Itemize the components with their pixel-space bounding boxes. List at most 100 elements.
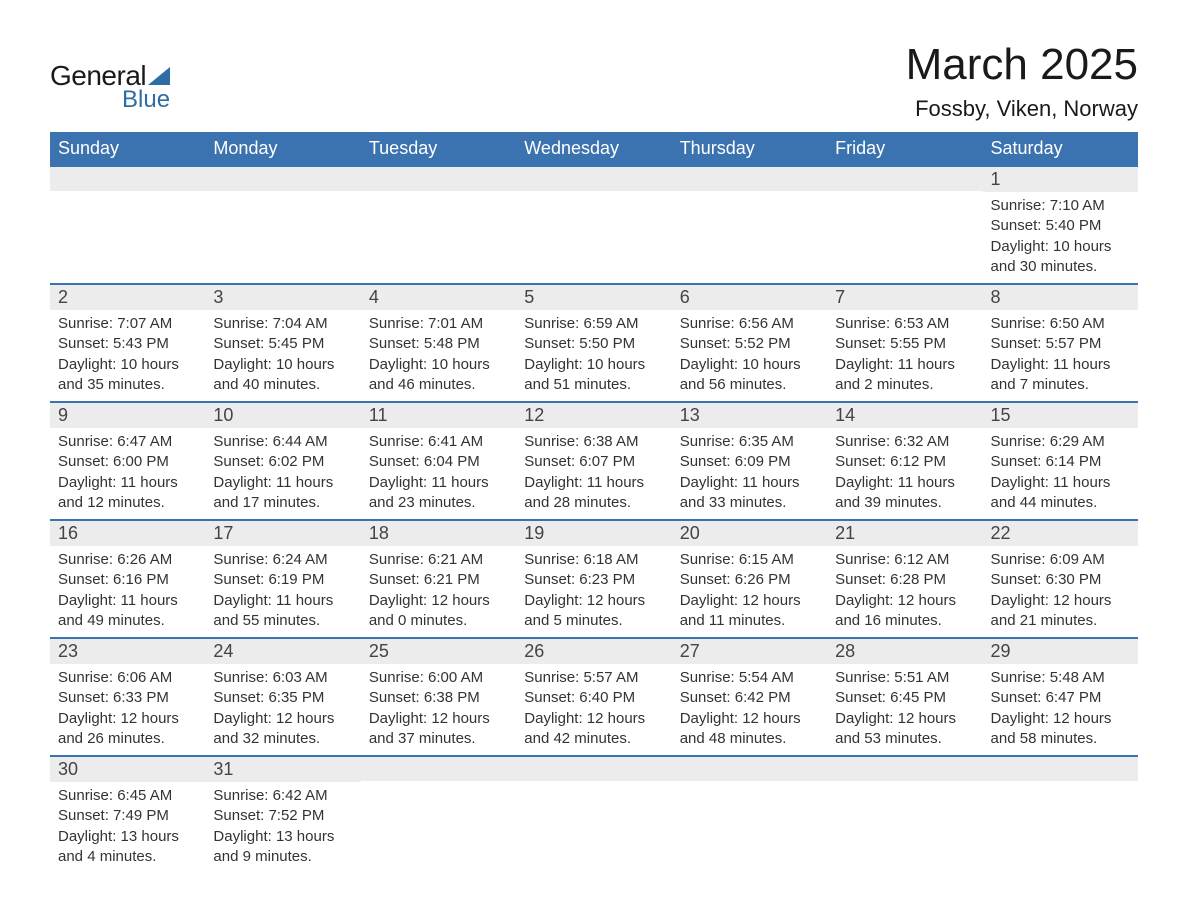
sunrise-text: Sunrise: 6:18 AM <box>524 550 663 570</box>
calendar-day-cell: 6Sunrise: 6:56 AMSunset: 5:52 PMDaylight… <box>672 284 827 402</box>
sunset-text: Sunset: 6:42 PM <box>680 688 819 708</box>
daylight-line2: and 33 minutes. <box>680 493 819 513</box>
empty-day-body <box>516 781 671 859</box>
daylight-line2: and 28 minutes. <box>524 493 663 513</box>
daylight-line1: Daylight: 12 hours <box>524 591 663 611</box>
daylight-line1: Daylight: 11 hours <box>213 473 352 493</box>
sunrise-text: Sunrise: 7:07 AM <box>58 314 197 334</box>
calendar-day-cell: 18Sunrise: 6:21 AMSunset: 6:21 PMDayligh… <box>361 520 516 638</box>
sunrise-text: Sunrise: 6:41 AM <box>369 432 508 452</box>
day-number: 15 <box>983 403 1138 428</box>
sunset-text: Sunset: 6:12 PM <box>835 452 974 472</box>
calendar-week-row: 30Sunrise: 6:45 AMSunset: 7:49 PMDayligh… <box>50 756 1138 873</box>
dayhead-monday: Monday <box>205 132 360 166</box>
day-number: 17 <box>205 521 360 546</box>
empty-day-bar <box>983 757 1138 781</box>
sunset-text: Sunset: 6:40 PM <box>524 688 663 708</box>
sunrise-text: Sunrise: 6:42 AM <box>213 786 352 806</box>
calendar-day-cell: 2Sunrise: 7:07 AMSunset: 5:43 PMDaylight… <box>50 284 205 402</box>
daylight-line2: and 42 minutes. <box>524 729 663 749</box>
empty-day-bar <box>672 757 827 781</box>
sunrise-text: Sunrise: 6:35 AM <box>680 432 819 452</box>
sunrise-text: Sunrise: 6:38 AM <box>524 432 663 452</box>
day-details: Sunrise: 5:48 AMSunset: 6:47 PMDaylight:… <box>983 664 1138 755</box>
daylight-line2: and 32 minutes. <box>213 729 352 749</box>
empty-day-body <box>672 191 827 269</box>
empty-day-body <box>827 191 982 269</box>
daylight-line2: and 44 minutes. <box>991 493 1130 513</box>
daylight-line1: Daylight: 11 hours <box>680 473 819 493</box>
day-number: 16 <box>50 521 205 546</box>
calendar-day-cell <box>205 166 360 284</box>
day-details: Sunrise: 6:06 AMSunset: 6:33 PMDaylight:… <box>50 664 205 755</box>
day-number: 7 <box>827 285 982 310</box>
daylight-line2: and 35 minutes. <box>58 375 197 395</box>
daylight-line1: Daylight: 11 hours <box>369 473 508 493</box>
sunset-text: Sunset: 6:23 PM <box>524 570 663 590</box>
calendar-table: Sunday Monday Tuesday Wednesday Thursday… <box>50 132 1138 873</box>
sunrise-text: Sunrise: 6:29 AM <box>991 432 1130 452</box>
empty-day-body <box>983 781 1138 859</box>
daylight-line1: Daylight: 12 hours <box>835 709 974 729</box>
sunrise-text: Sunrise: 6:59 AM <box>524 314 663 334</box>
sunrise-text: Sunrise: 7:04 AM <box>213 314 352 334</box>
daylight-line1: Daylight: 10 hours <box>213 355 352 375</box>
sunrise-text: Sunrise: 6:21 AM <box>369 550 508 570</box>
daylight-line1: Daylight: 12 hours <box>991 591 1130 611</box>
day-number: 2 <box>50 285 205 310</box>
day-number: 29 <box>983 639 1138 664</box>
calendar-day-cell <box>827 166 982 284</box>
daylight-line2: and 48 minutes. <box>680 729 819 749</box>
sunrise-text: Sunrise: 6:06 AM <box>58 668 197 688</box>
empty-day-body <box>205 191 360 269</box>
calendar-day-cell: 4Sunrise: 7:01 AMSunset: 5:48 PMDaylight… <box>361 284 516 402</box>
day-number: 14 <box>827 403 982 428</box>
daylight-line1: Daylight: 10 hours <box>58 355 197 375</box>
calendar-week-row: 16Sunrise: 6:26 AMSunset: 6:16 PMDayligh… <box>50 520 1138 638</box>
day-details: Sunrise: 5:54 AMSunset: 6:42 PMDaylight:… <box>672 664 827 755</box>
calendar-day-cell: 1Sunrise: 7:10 AMSunset: 5:40 PMDaylight… <box>983 166 1138 284</box>
page-title: March 2025 <box>906 40 1138 90</box>
day-details: Sunrise: 6:41 AMSunset: 6:04 PMDaylight:… <box>361 428 516 519</box>
empty-day-bar <box>361 757 516 781</box>
calendar-day-cell <box>516 756 671 873</box>
daylight-line2: and 12 minutes. <box>58 493 197 513</box>
empty-day-body <box>827 781 982 859</box>
sunrise-text: Sunrise: 6:45 AM <box>58 786 197 806</box>
day-number: 26 <box>516 639 671 664</box>
day-number: 6 <box>672 285 827 310</box>
sunset-text: Sunset: 6:28 PM <box>835 570 974 590</box>
calendar-day-cell: 3Sunrise: 7:04 AMSunset: 5:45 PMDaylight… <box>205 284 360 402</box>
day-number: 31 <box>205 757 360 782</box>
day-number: 1 <box>983 167 1138 192</box>
day-number: 20 <box>672 521 827 546</box>
day-number: 21 <box>827 521 982 546</box>
sunset-text: Sunset: 5:40 PM <box>991 216 1130 236</box>
sunrise-text: Sunrise: 5:51 AM <box>835 668 974 688</box>
day-number: 28 <box>827 639 982 664</box>
day-details: Sunrise: 6:12 AMSunset: 6:28 PMDaylight:… <box>827 546 982 637</box>
sunrise-text: Sunrise: 6:00 AM <box>369 668 508 688</box>
daylight-line2: and 5 minutes. <box>524 611 663 631</box>
sunrise-text: Sunrise: 6:12 AM <box>835 550 974 570</box>
sunrise-text: Sunrise: 5:57 AM <box>524 668 663 688</box>
day-number: 3 <box>205 285 360 310</box>
daylight-line1: Daylight: 13 hours <box>58 827 197 847</box>
day-details: Sunrise: 6:09 AMSunset: 6:30 PMDaylight:… <box>983 546 1138 637</box>
daylight-line1: Daylight: 11 hours <box>835 355 974 375</box>
calendar-day-cell: 28Sunrise: 5:51 AMSunset: 6:45 PMDayligh… <box>827 638 982 756</box>
day-details: Sunrise: 6:50 AMSunset: 5:57 PMDaylight:… <box>983 310 1138 401</box>
day-details: Sunrise: 5:57 AMSunset: 6:40 PMDaylight:… <box>516 664 671 755</box>
sunrise-text: Sunrise: 7:10 AM <box>991 196 1130 216</box>
sunset-text: Sunset: 6:04 PM <box>369 452 508 472</box>
sunrise-text: Sunrise: 6:15 AM <box>680 550 819 570</box>
sunset-text: Sunset: 6:07 PM <box>524 452 663 472</box>
logo-text-blue: Blue <box>122 86 170 114</box>
daylight-line2: and 30 minutes. <box>991 257 1130 277</box>
sunset-text: Sunset: 6:33 PM <box>58 688 197 708</box>
daylight-line1: Daylight: 12 hours <box>680 591 819 611</box>
daylight-line2: and 16 minutes. <box>835 611 974 631</box>
daylight-line1: Daylight: 12 hours <box>680 709 819 729</box>
daylight-line1: Daylight: 11 hours <box>835 473 974 493</box>
empty-day-body <box>361 191 516 269</box>
